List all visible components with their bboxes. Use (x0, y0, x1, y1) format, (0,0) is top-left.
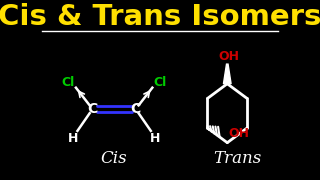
Polygon shape (223, 64, 231, 84)
Text: OH: OH (218, 50, 239, 63)
Text: H: H (68, 132, 78, 145)
Text: Trans: Trans (213, 150, 262, 167)
Text: Cis & Trans Isomers: Cis & Trans Isomers (0, 3, 320, 31)
Text: C: C (88, 102, 98, 116)
Text: Cis: Cis (101, 150, 127, 167)
Text: H: H (150, 132, 161, 145)
Text: C: C (131, 102, 141, 116)
Text: Cl: Cl (153, 76, 167, 89)
Text: OH: OH (228, 127, 249, 140)
Text: Cl: Cl (62, 76, 75, 89)
